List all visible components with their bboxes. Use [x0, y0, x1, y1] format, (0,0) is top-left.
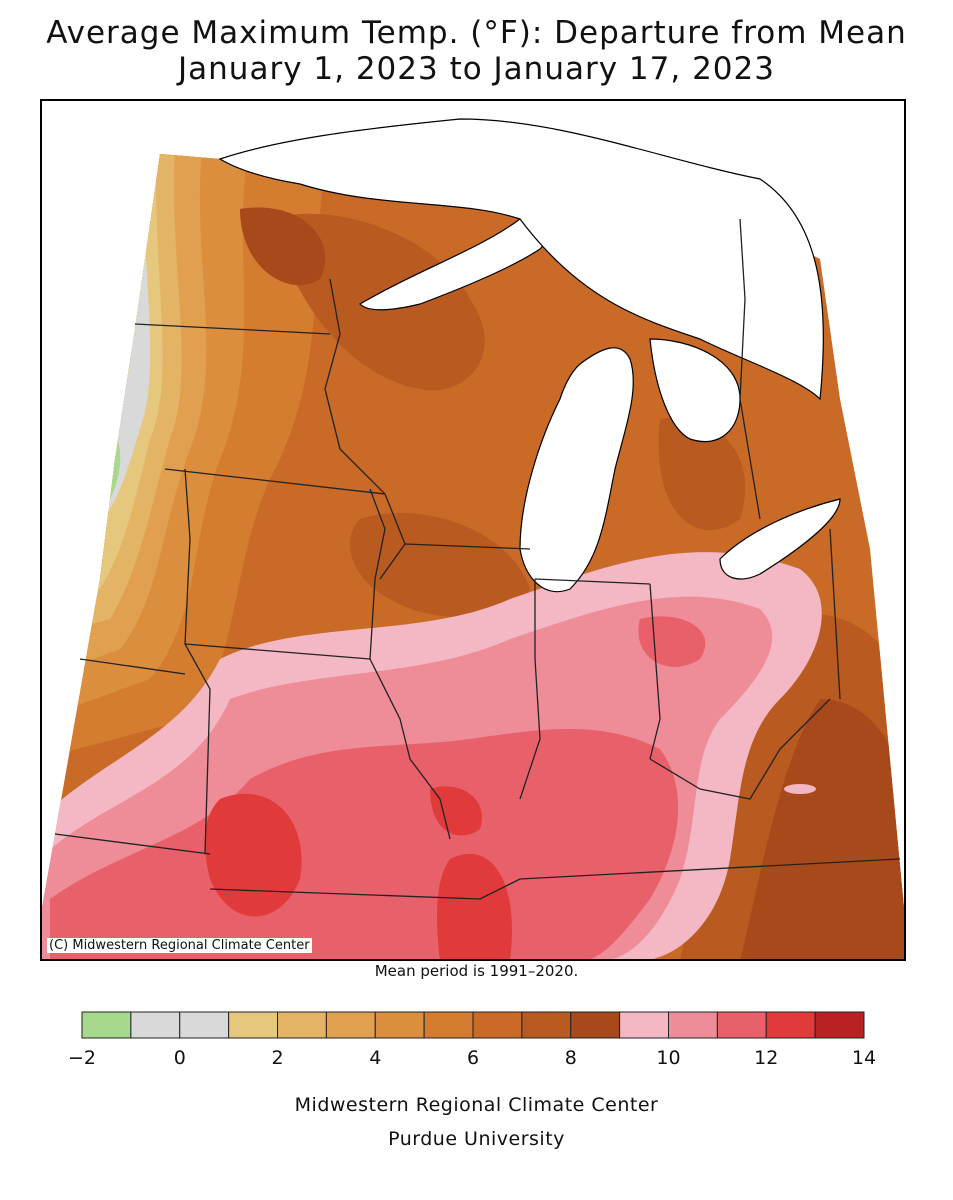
legend-bin — [472, 1011, 523, 1039]
legend-bin — [668, 1011, 718, 1039]
legend-bin — [716, 1011, 767, 1039]
legend-tick-label: 0 — [174, 1047, 186, 1069]
map-title: Average Maximum Temp. (°F): Departure fr… — [46, 15, 907, 51]
legend-bin — [619, 1011, 669, 1039]
legend-tick-label: 2 — [271, 1047, 283, 1069]
legend-tick-label: 10 — [656, 1047, 680, 1069]
legend-bin — [765, 1011, 816, 1039]
legend-bin — [423, 1011, 474, 1039]
footer-university: Purdue University — [388, 1128, 565, 1150]
legend-bin — [130, 1011, 181, 1039]
color-legend: −2 0 2 4 6 8 10 12 14 — [68, 1011, 876, 1069]
legend-tick-label: 6 — [467, 1047, 479, 1069]
legend-tick-label: −2 — [68, 1047, 96, 1069]
legend-bin — [814, 1011, 865, 1039]
mean-period-note: Mean period is 1991–2020. — [374, 962, 579, 980]
legend-bin — [521, 1011, 572, 1039]
legend-bin — [179, 1011, 230, 1039]
copyright-label: (C) Midwestern Regional Climate Center — [47, 938, 312, 953]
legend-bin — [228, 1011, 278, 1039]
legend-bin — [570, 1011, 621, 1039]
map-date-range: January 1, 2023 to January 17, 2023 — [178, 51, 775, 87]
footer-organization: Midwestern Regional Climate Center — [294, 1094, 659, 1116]
temperature-departure-map — [40, 99, 906, 961]
legend-tick-label: 8 — [565, 1047, 577, 1069]
legend-tick-label: 4 — [369, 1047, 381, 1069]
legend-bin — [81, 1011, 132, 1039]
legend-bin — [374, 1011, 425, 1039]
legend-tick-label: 12 — [754, 1047, 778, 1069]
legend-tick-label: 14 — [852, 1047, 876, 1069]
legend-bin — [325, 1011, 376, 1039]
legend-bin — [277, 1011, 327, 1039]
